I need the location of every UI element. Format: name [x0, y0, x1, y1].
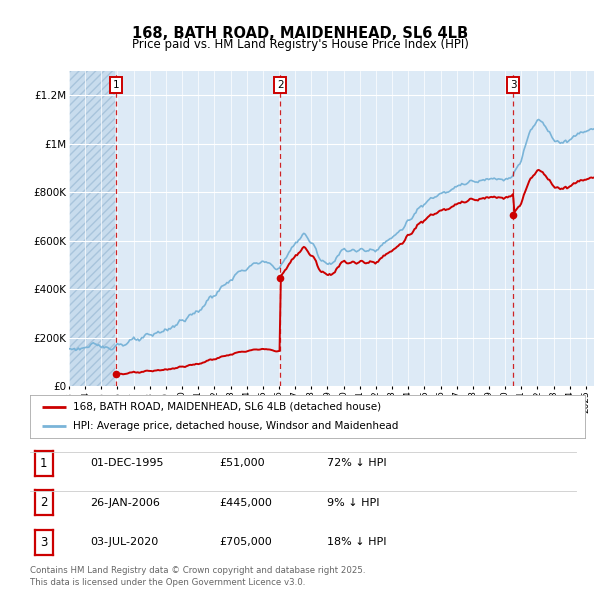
- Text: 3: 3: [510, 80, 517, 90]
- Text: 72% ↓ HPI: 72% ↓ HPI: [327, 458, 386, 468]
- Text: £51,000: £51,000: [219, 458, 265, 468]
- Text: Price paid vs. HM Land Registry's House Price Index (HPI): Price paid vs. HM Land Registry's House …: [131, 38, 469, 51]
- Text: £705,000: £705,000: [219, 537, 272, 547]
- Text: 3: 3: [40, 536, 47, 549]
- Text: 1: 1: [40, 457, 47, 470]
- Text: £445,000: £445,000: [219, 498, 272, 507]
- Text: 26-JAN-2006: 26-JAN-2006: [90, 498, 160, 507]
- Text: HPI: Average price, detached house, Windsor and Maidenhead: HPI: Average price, detached house, Wind…: [73, 421, 398, 431]
- Text: 01-DEC-1995: 01-DEC-1995: [90, 458, 163, 468]
- Text: 03-JUL-2020: 03-JUL-2020: [90, 537, 158, 547]
- Text: 9% ↓ HPI: 9% ↓ HPI: [327, 498, 380, 507]
- Text: Contains HM Land Registry data © Crown copyright and database right 2025.
This d: Contains HM Land Registry data © Crown c…: [30, 566, 365, 587]
- Text: 2: 2: [40, 496, 47, 509]
- Text: 2: 2: [277, 80, 283, 90]
- Text: 168, BATH ROAD, MAIDENHEAD, SL6 4LB (detached house): 168, BATH ROAD, MAIDENHEAD, SL6 4LB (det…: [73, 402, 382, 412]
- Text: 168, BATH ROAD, MAIDENHEAD, SL6 4LB: 168, BATH ROAD, MAIDENHEAD, SL6 4LB: [132, 26, 468, 41]
- Text: 1: 1: [113, 80, 119, 90]
- Text: 18% ↓ HPI: 18% ↓ HPI: [327, 537, 386, 547]
